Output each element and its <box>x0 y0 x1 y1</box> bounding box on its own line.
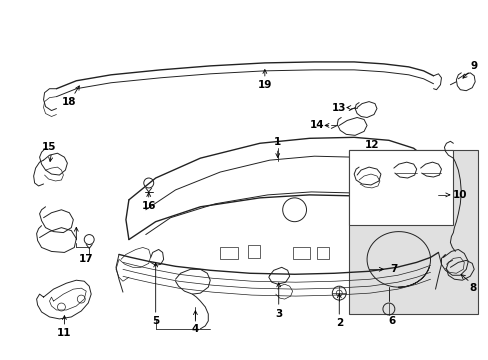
Text: 18: 18 <box>62 96 77 107</box>
Bar <box>348 150 452 225</box>
Bar <box>317 247 328 260</box>
Text: 16: 16 <box>141 201 156 211</box>
Text: 14: 14 <box>309 121 324 130</box>
Text: 3: 3 <box>275 309 282 319</box>
Bar <box>292 247 310 260</box>
Text: 8: 8 <box>468 283 476 293</box>
Text: 10: 10 <box>452 190 467 200</box>
Text: 11: 11 <box>57 328 72 338</box>
Text: 17: 17 <box>79 255 93 264</box>
Text: 7: 7 <box>389 264 397 274</box>
Bar <box>220 247 238 260</box>
Text: 2: 2 <box>335 318 342 328</box>
Text: 15: 15 <box>42 142 57 152</box>
Text: 1: 1 <box>274 137 281 147</box>
Text: 13: 13 <box>331 103 346 113</box>
Bar <box>247 246 259 258</box>
Text: 4: 4 <box>191 324 199 334</box>
Text: 9: 9 <box>469 61 477 71</box>
Text: 12: 12 <box>364 140 379 150</box>
Bar <box>348 150 477 314</box>
Text: 6: 6 <box>387 316 395 326</box>
Text: 5: 5 <box>152 316 159 326</box>
Text: 19: 19 <box>257 80 271 90</box>
